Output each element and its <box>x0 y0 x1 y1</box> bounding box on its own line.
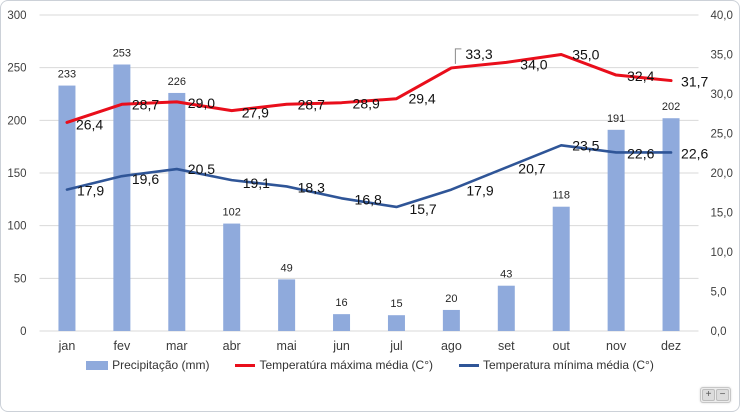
right-axis-tick-label: 10,0 <box>711 247 733 259</box>
left-axis-tick-label: 100 <box>7 221 26 233</box>
bar-value-label: 253 <box>113 48 131 60</box>
min-temp-value-label: 22,6 <box>627 145 654 161</box>
min-temp-value-label: 15,7 <box>409 201 436 217</box>
right-axis-tick-label: 15,0 <box>711 208 733 220</box>
bar-value-label: 16 <box>335 297 347 309</box>
x-axis-category-label: mar <box>166 339 188 353</box>
precipitation-bar <box>607 129 625 331</box>
bar-value-label: 226 <box>168 76 186 88</box>
x-axis-category-label: mai <box>277 339 297 353</box>
max-temp-value-label: 28,7 <box>132 96 159 112</box>
min-temp-value-label: 19,1 <box>243 175 270 191</box>
precipitation-bar <box>168 92 186 332</box>
right-axis-tick-label: 0,0 <box>711 326 727 338</box>
x-axis-category-label: jan <box>58 339 76 353</box>
legend-label-precipitation: Precipitação (mm) <box>112 358 210 372</box>
min-temp-value-label: 18,3 <box>298 179 325 195</box>
precipitation-bar <box>223 223 241 331</box>
bar-value-label: 20 <box>445 293 457 305</box>
max-temp-value-label: 34,0 <box>520 56 547 72</box>
x-axis-category-label: jun <box>332 339 350 353</box>
min-temp-value-label: 22,6 <box>681 145 708 161</box>
precipitation-bar <box>333 314 351 331</box>
left-axis-tick-label: 150 <box>7 168 26 180</box>
min-temp-value-label: 23,5 <box>572 137 599 153</box>
precipitation-bar <box>387 315 405 331</box>
legend-label-max-temp: Temperatúra máxima média (C°) <box>259 358 433 372</box>
right-axis-tick-label: 25,0 <box>711 129 733 141</box>
min-temp-value-label: 16,8 <box>355 191 382 207</box>
min-temp-value-label: 17,9 <box>466 183 493 199</box>
precipitation-bar <box>278 279 296 331</box>
left-axis-tick-label: 200 <box>7 115 26 127</box>
bar-value-label: 118 <box>552 190 570 202</box>
min-temp-value-label: 17,9 <box>77 183 104 199</box>
min-temp-line <box>65 144 673 209</box>
left-axis-tick-label: 300 <box>7 10 26 22</box>
right-axis-tick-label: 5,0 <box>711 287 727 299</box>
precipitation-bar <box>552 206 570 331</box>
max-temp-line <box>65 53 673 124</box>
precipitation-bar <box>662 118 680 331</box>
max-temp-value-label: 32,4 <box>627 68 654 84</box>
x-axis-category-label: nov <box>606 339 627 353</box>
x-axis-category-label: dez <box>661 339 681 353</box>
max-temp-swatch-icon <box>235 363 256 367</box>
max-temp-value-label: 35,0 <box>572 47 599 63</box>
precipitation-bar <box>113 64 131 332</box>
x-axis-category-label: fev <box>114 339 131 353</box>
label-leader-line <box>454 48 462 64</box>
x-axis-category-label: out <box>553 339 571 353</box>
max-temp-value-label: 28,7 <box>298 96 325 112</box>
precipitation-bar <box>58 85 76 331</box>
legend-item-max-temp: Temperatúra máxima média (C°) <box>235 358 433 372</box>
legend-label-min-temp: Temperatura mínima média (C°) <box>483 358 654 372</box>
right-axis-tick-label: 30,0 <box>711 89 733 101</box>
left-axis-tick-label: 250 <box>7 63 26 75</box>
precipitation-bar <box>442 309 460 331</box>
right-axis-tick-label: 40,0 <box>711 10 733 22</box>
zoom-out-button[interactable]: − <box>716 389 729 401</box>
max-temp-value-label: 29,0 <box>188 95 215 111</box>
chart-legend: Precipitação (mm) Temperatúra máxima méd… <box>1 358 739 372</box>
zoom-in-button[interactable]: + <box>702 389 715 401</box>
bar-value-label: 202 <box>662 101 680 113</box>
bar-value-label: 49 <box>281 262 293 274</box>
max-temp-value-label: 29,4 <box>408 91 435 107</box>
max-temp-value-label: 31,7 <box>681 74 708 90</box>
legend-item-min-temp: Temperatura mínima média (C°) <box>459 358 654 372</box>
min-temp-swatch-icon <box>459 363 479 367</box>
max-temp-value-label: 26,4 <box>76 116 103 132</box>
right-axis-tick-label: 20,0 <box>711 168 733 180</box>
min-temp-value-label: 20,5 <box>188 161 215 177</box>
precipitation-swatch-icon <box>86 360 109 370</box>
min-temp-value-label: 20,7 <box>518 160 545 176</box>
x-axis-category-label: jul <box>389 339 403 353</box>
bar-value-label: 191 <box>607 113 625 125</box>
left-axis-tick-label: 50 <box>14 273 27 285</box>
x-axis-category-label: ago <box>441 339 462 353</box>
max-temp-value-label: 33,3 <box>465 46 492 62</box>
bar-value-label: 15 <box>390 298 402 310</box>
bar-value-label: 43 <box>500 269 512 281</box>
left-axis-tick-label: 0 <box>20 326 26 338</box>
x-axis-category-label: set <box>498 339 515 353</box>
precipitation-bar <box>497 285 515 331</box>
legend-item-precipitation: Precipitação (mm) <box>86 358 209 372</box>
right-axis-tick-label: 35,0 <box>711 50 733 62</box>
bar-value-label: 233 <box>58 69 76 81</box>
min-temp-value-label: 19,6 <box>132 171 159 187</box>
zoom-control: + − <box>700 387 731 403</box>
bar-value-label: 102 <box>223 207 241 219</box>
x-axis-category-label: abr <box>223 339 241 353</box>
max-temp-value-label: 28,9 <box>353 96 380 112</box>
max-temp-value-label: 27,9 <box>242 105 269 121</box>
